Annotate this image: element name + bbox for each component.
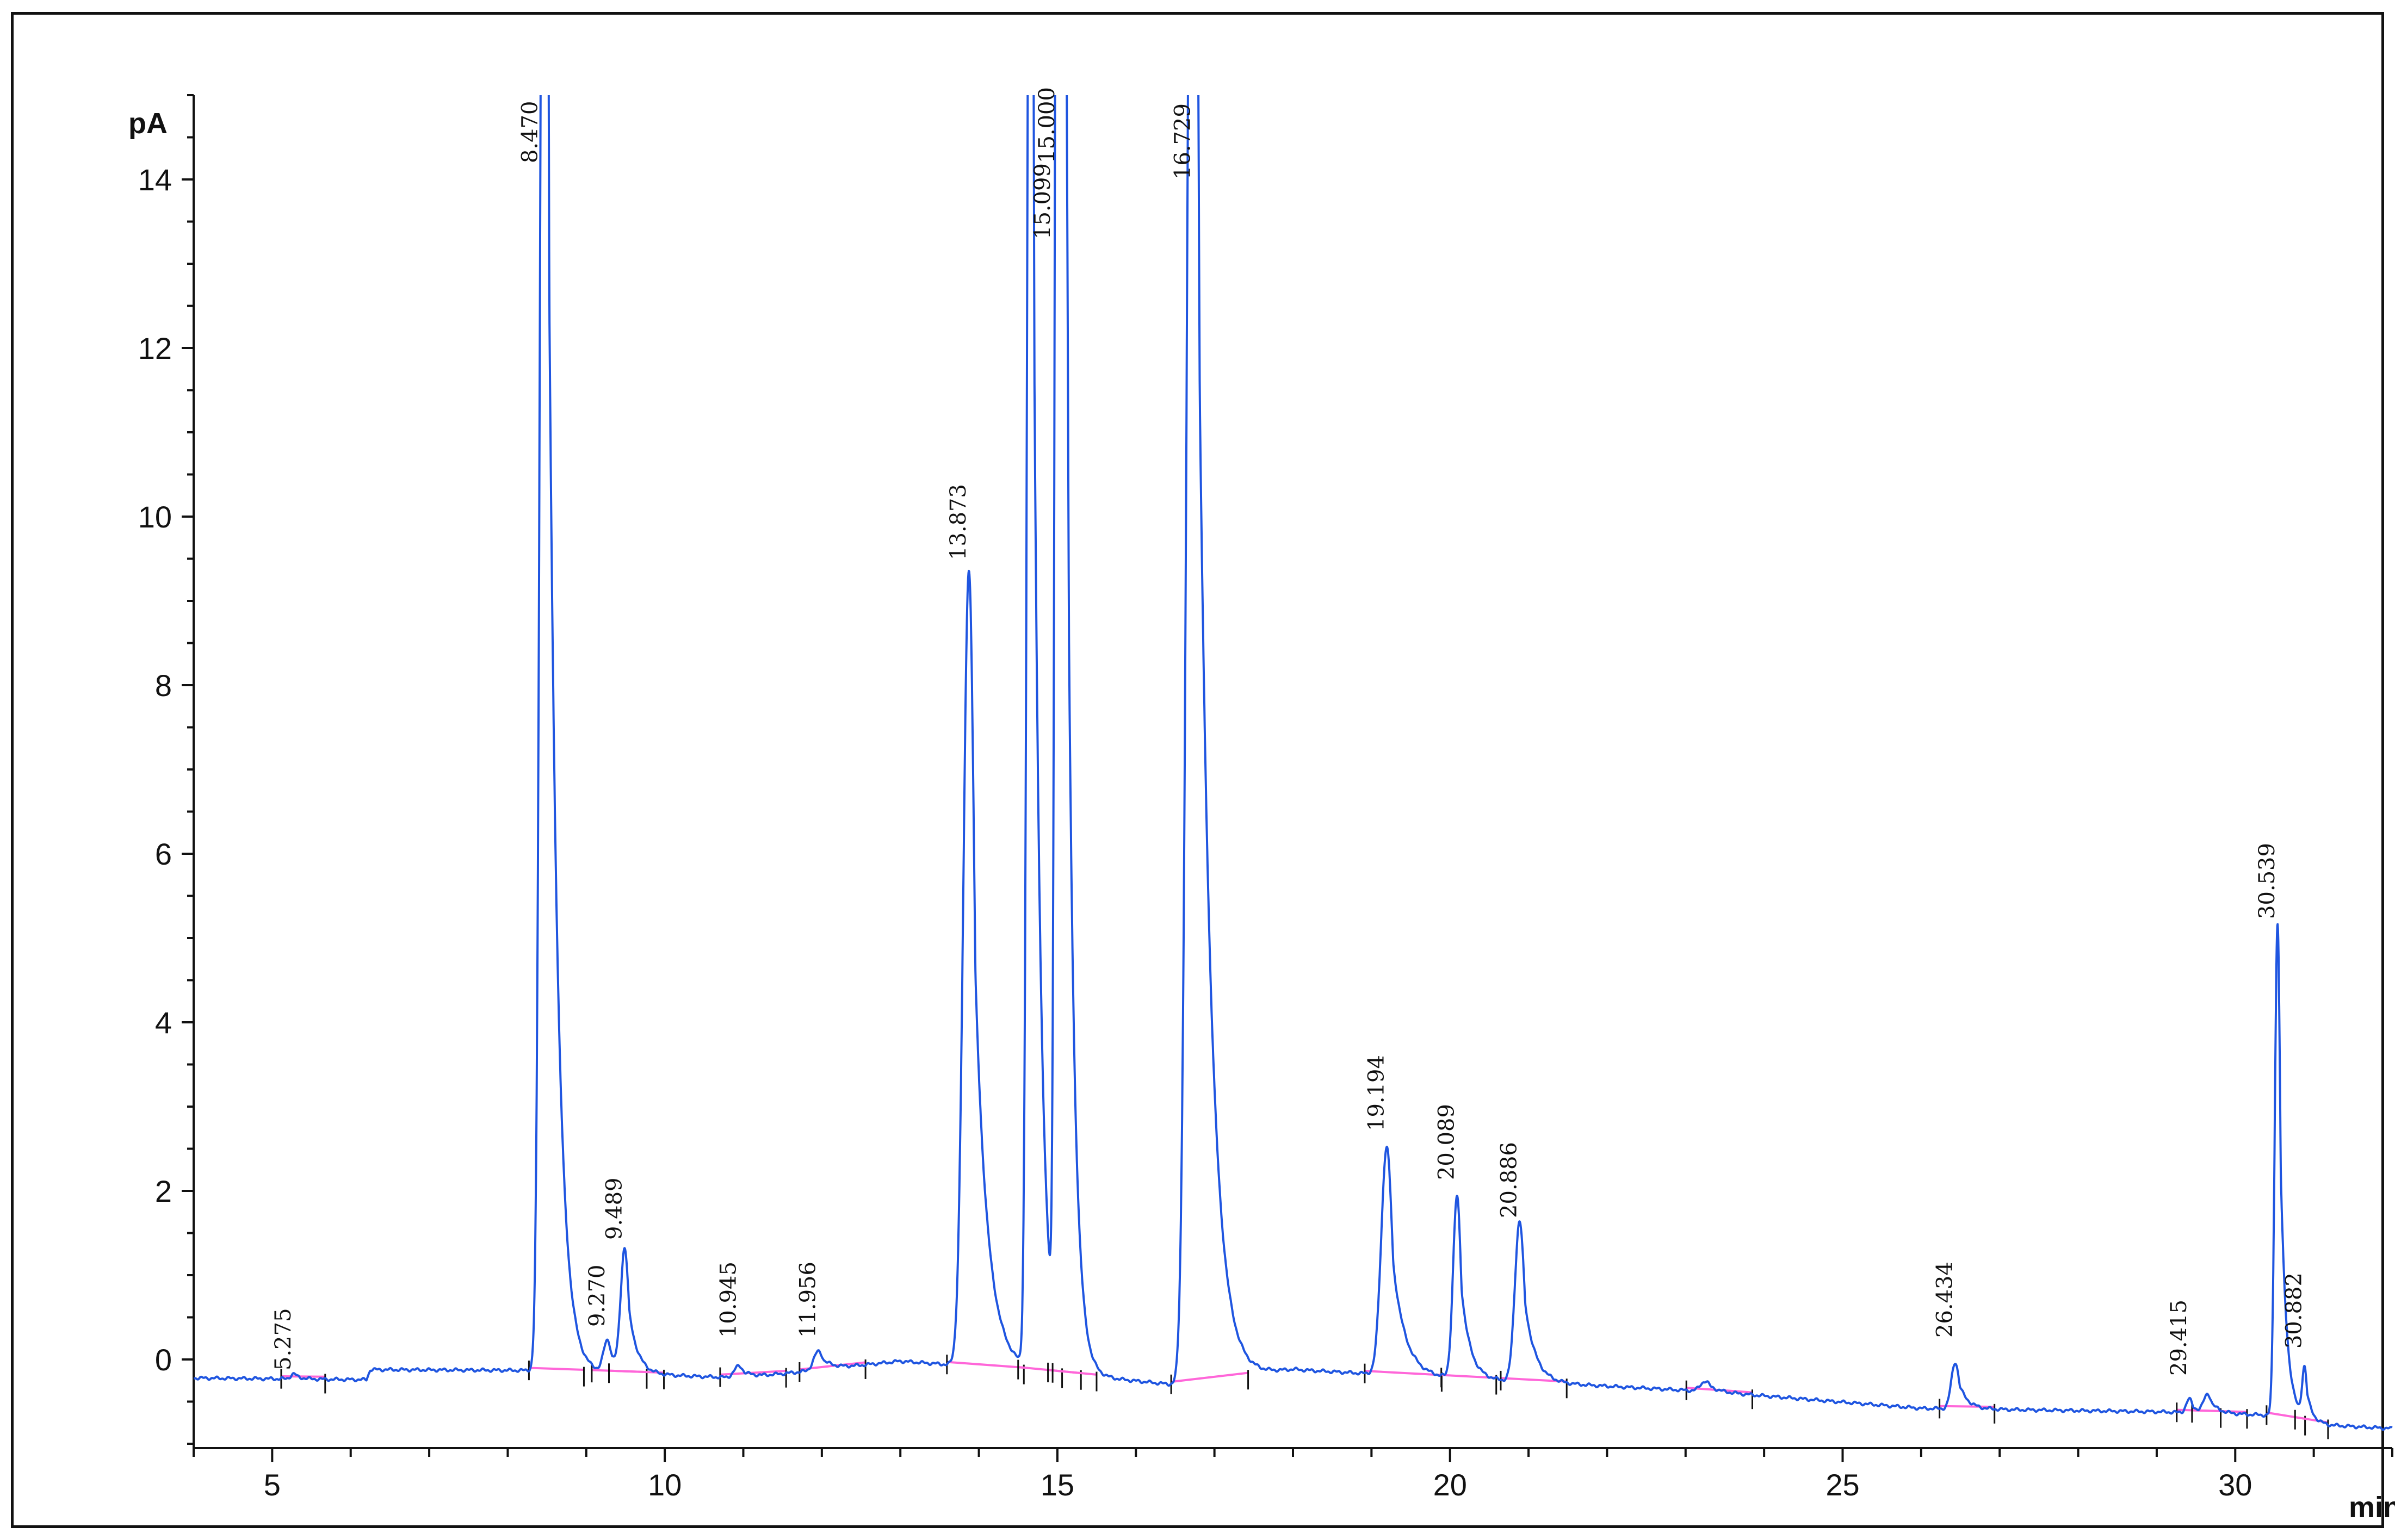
integration-baseline (1171, 1371, 1248, 1383)
y-tick-label: 4 (155, 1005, 172, 1040)
peak-label: 9.489 (602, 1177, 627, 1240)
peak-label: 9.270 (585, 1264, 610, 1327)
y-tick-label: 14 (138, 163, 172, 197)
chart-frame (11, 12, 2384, 1528)
x-tick-label: 30 (2218, 1468, 2252, 1502)
x-tick-label: 10 (648, 1468, 682, 1502)
x-tick-label: 5 (264, 1468, 281, 1502)
y-tick-label: 6 (155, 837, 172, 871)
peak-label: 16.729 (1171, 103, 1196, 179)
peak-label: 30.539 (2255, 843, 2280, 919)
x-tick-label: 25 (1825, 1468, 1859, 1502)
peak-label: 26.434 (1933, 1262, 1958, 1338)
peak-label: 30.882 (2282, 1272, 2307, 1349)
y-tick-label: 10 (138, 500, 172, 534)
peak-label: 20.089 (1434, 1104, 1459, 1180)
peak-label: 11.956 (796, 1262, 821, 1338)
integration-baseline (609, 1369, 664, 1374)
y-axis-unit-label: pA (128, 107, 168, 140)
signal-trace-group (194, 95, 2393, 1431)
x-tick-label: 15 (1041, 1468, 1074, 1502)
integration-baseline (1939, 1405, 1995, 1408)
peak-label: 13.873 (946, 484, 971, 560)
peak-label: 20.886 (1497, 1142, 1522, 1218)
peak-label: 15.099 (1030, 163, 1055, 239)
peak-labels: 5.275 8.470 9.270 9.489 10.945 11.956 13.873 15… (271, 87, 2307, 1376)
peak-label: 5.275 (271, 1308, 296, 1370)
peak-label: 19.194 (1364, 1055, 1389, 1131)
integration-baselines (280, 1355, 2329, 1439)
integration-baseline (281, 1375, 325, 1378)
x-axis-unit-label: min (2349, 1491, 2395, 1524)
integration-baseline (946, 1361, 1024, 1369)
y-tick-label: 2 (155, 1174, 172, 1208)
integration-baseline (529, 1367, 584, 1371)
peak-label: 15.000 (1035, 87, 1060, 163)
y-tick-label: 0 (155, 1343, 172, 1377)
integration-baseline (1500, 1377, 1567, 1383)
peak-label: 8.470 (517, 101, 542, 163)
integration-baseline (1364, 1370, 1442, 1376)
signal-trace (194, 95, 2393, 1431)
y-tick-label: 8 (155, 668, 172, 703)
peak-label: 10.945 (716, 1262, 741, 1338)
axes: 0 2 4 6 8 10 12 14 5 10 15 20 25 30 (138, 94, 2393, 1502)
y-tick-label: 12 (138, 331, 172, 365)
peak-label: 29.415 (2167, 1300, 2192, 1376)
x-tick-label: 20 (1433, 1468, 1467, 1502)
integration-baseline (1052, 1369, 1097, 1376)
